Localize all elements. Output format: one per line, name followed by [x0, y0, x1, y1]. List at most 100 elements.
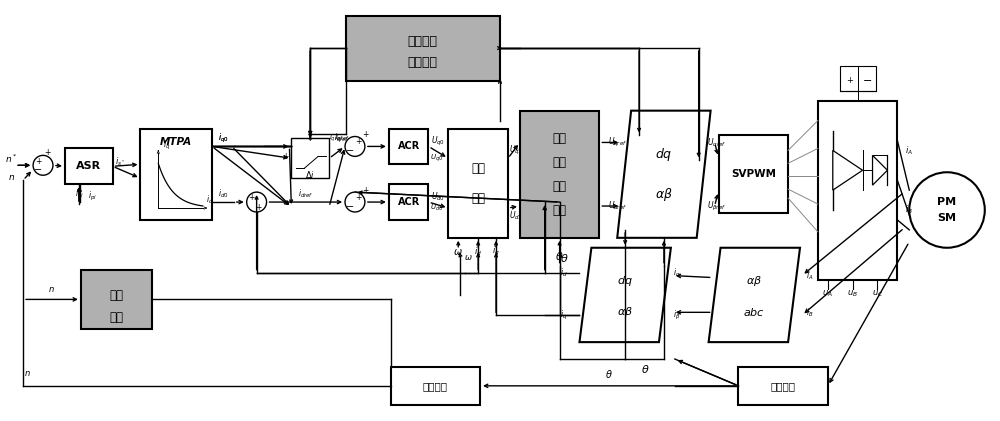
- Text: $\omega$: $\omega$: [464, 253, 473, 262]
- Text: +: +: [35, 157, 41, 166]
- Bar: [140, 128, 212, 220]
- Text: $i_{qref}$: $i_{qref}$: [335, 133, 349, 144]
- Text: ACR: ACR: [397, 197, 420, 207]
- Text: $\omega$: $\omega$: [453, 247, 463, 257]
- Text: $i_{pi}$: $i_{pi}$: [75, 188, 84, 201]
- Text: PM: PM: [937, 197, 957, 207]
- Text: $\alpha\beta$: $\alpha\beta$: [746, 274, 762, 288]
- Polygon shape: [617, 111, 711, 238]
- Text: $i_{s^*}$: $i_{s^*}$: [115, 155, 126, 168]
- Bar: [81, 269, 152, 329]
- Polygon shape: [579, 248, 671, 342]
- Text: SM: SM: [938, 213, 957, 223]
- Text: 修正: 修正: [553, 203, 567, 216]
- Text: $n$: $n$: [48, 285, 54, 294]
- Text: +: +: [355, 137, 361, 146]
- Text: 电压: 电压: [553, 156, 567, 169]
- Text: 前馈: 前馈: [471, 162, 485, 175]
- Bar: [291, 139, 329, 178]
- Text: $i_A$: $i_A$: [806, 269, 814, 282]
- Text: −: −: [863, 76, 872, 86]
- Bar: [346, 16, 500, 81]
- Bar: [818, 101, 897, 280]
- Circle shape: [345, 192, 365, 212]
- Bar: [520, 111, 599, 238]
- Text: $U_{d0}$: $U_{d0}$: [431, 191, 445, 203]
- Text: SVPWM: SVPWM: [731, 169, 776, 179]
- Text: $i_{pi}$: $i_{pi}$: [88, 189, 97, 203]
- Circle shape: [33, 155, 53, 175]
- Text: $\theta$: $\theta$: [605, 368, 613, 380]
- Text: $i_\alpha$: $i_\alpha$: [673, 266, 681, 279]
- Text: 规划: 规划: [110, 311, 124, 324]
- Text: +: +: [362, 186, 368, 195]
- Bar: [448, 128, 508, 238]
- Text: $dq$: $dq$: [655, 146, 673, 163]
- Text: $abc$: $abc$: [743, 306, 765, 318]
- Text: $i_{d0}$: $i_{d0}$: [218, 188, 228, 200]
- Text: $i_{qref}$: $i_{qref}$: [329, 133, 343, 144]
- Text: $n$: $n$: [24, 369, 31, 378]
- Text: 矢量: 矢量: [553, 180, 567, 193]
- Text: $\theta$: $\theta$: [641, 363, 649, 375]
- Text: +: +: [255, 203, 262, 211]
- Text: +: +: [362, 130, 368, 139]
- Text: $i_{q0}$: $i_{q0}$: [218, 132, 228, 145]
- Text: $U_{qref}$: $U_{qref}$: [608, 136, 627, 149]
- Text: 轨迹: 轨迹: [110, 289, 124, 302]
- Text: $U_{q0}$: $U_{q0}$: [430, 152, 443, 164]
- Text: $U_{\beta ref}$: $U_{\beta ref}$: [707, 200, 726, 213]
- Text: 电压反馈: 电压反馈: [408, 35, 438, 48]
- Polygon shape: [709, 248, 800, 342]
- Text: $n$: $n$: [8, 173, 15, 182]
- Polygon shape: [833, 150, 863, 190]
- Polygon shape: [873, 155, 887, 185]
- Text: $i_\beta$: $i_\beta$: [673, 309, 681, 322]
- Text: $n^*$: $n^*$: [5, 152, 17, 165]
- Text: $dq$: $dq$: [617, 274, 633, 288]
- Text: $U_{dref}$: $U_{dref}$: [608, 200, 627, 212]
- Bar: [389, 184, 428, 220]
- Bar: [719, 136, 788, 213]
- Text: $u_C$: $u_C$: [872, 288, 883, 298]
- Text: $i_q$: $i_q$: [492, 245, 500, 258]
- Text: $\Delta i$: $\Delta i$: [305, 169, 315, 180]
- Text: 参考: 参考: [553, 132, 567, 145]
- Text: 弱磁控制: 弱磁控制: [408, 56, 438, 69]
- Text: $u_B$: $u_B$: [847, 288, 858, 298]
- Text: $i_{dref}$: $i_{dref}$: [298, 188, 313, 200]
- Text: −: −: [346, 147, 354, 156]
- Text: $u_A$: $u_A$: [822, 288, 833, 298]
- Text: $U_{\alpha ref}$: $U_{\alpha ref}$: [707, 136, 726, 149]
- Circle shape: [909, 172, 985, 248]
- Text: −: −: [34, 165, 42, 175]
- Bar: [65, 149, 113, 184]
- Text: $i_B$: $i_B$: [806, 306, 814, 319]
- Text: +: +: [846, 76, 853, 85]
- Text: $U_{d1}$: $U_{d1}$: [509, 210, 523, 222]
- Text: $\alpha\beta$: $\alpha\beta$: [617, 305, 633, 319]
- Text: $U_{q0}$: $U_{q0}$: [431, 135, 445, 148]
- Circle shape: [247, 192, 267, 212]
- Text: +: +: [355, 192, 361, 202]
- Text: +: +: [282, 152, 289, 161]
- Text: ACR: ACR: [397, 141, 420, 152]
- Circle shape: [345, 136, 365, 156]
- Text: $i_q$: $i_q$: [560, 309, 567, 322]
- Bar: [391, 367, 480, 405]
- Bar: [840, 66, 876, 91]
- Text: $U_{d0}$: $U_{d0}$: [430, 203, 443, 213]
- Text: $i_B$: $i_B$: [905, 204, 913, 216]
- Text: $i_d$: $i_d$: [206, 194, 214, 206]
- Text: $i_d$: $i_d$: [474, 245, 482, 258]
- Text: $i_d$: $i_d$: [560, 266, 567, 279]
- Text: 转速计算: 转速计算: [423, 381, 448, 391]
- Text: −: −: [346, 202, 354, 212]
- Text: $\theta$: $\theta$: [560, 252, 569, 264]
- Text: 位置检测: 位置检测: [771, 381, 796, 391]
- Text: $i_q$: $i_q$: [163, 139, 170, 152]
- Text: ASR: ASR: [76, 161, 101, 171]
- Text: MTPA: MTPA: [160, 137, 192, 147]
- Text: +: +: [248, 192, 255, 202]
- Text: $U_{q1}$: $U_{q1}$: [509, 144, 523, 157]
